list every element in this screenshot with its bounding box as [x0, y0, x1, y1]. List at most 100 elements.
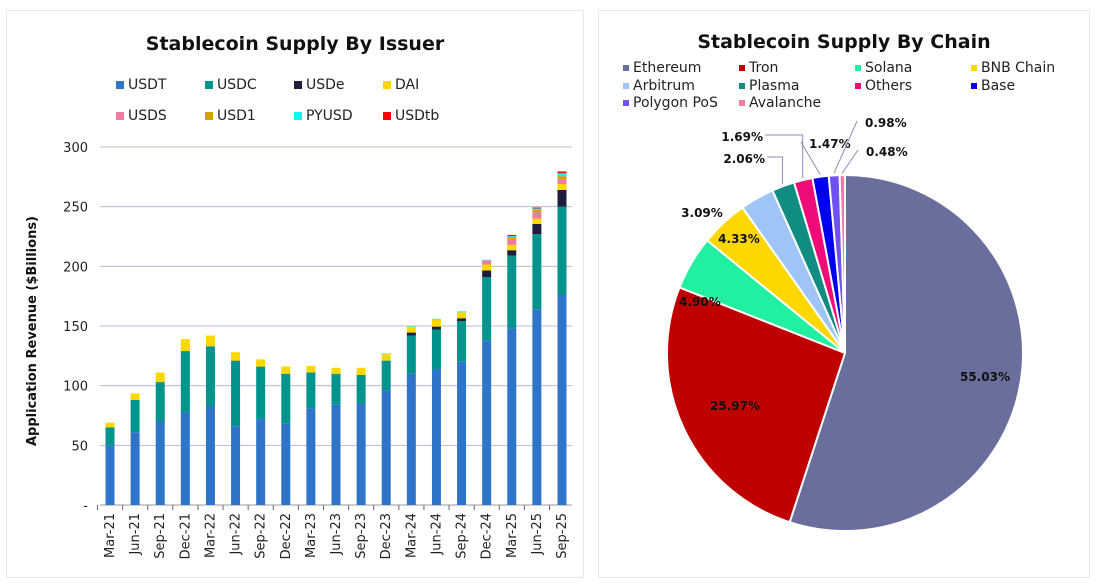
- x-tick-label: Sep-23: [354, 513, 369, 559]
- legend-swatch: [294, 81, 302, 89]
- bar-dai: [306, 365, 316, 373]
- bar-dai: [130, 393, 140, 400]
- pie-data-label: 1.47%: [809, 137, 851, 151]
- bar-usdt: [431, 368, 441, 505]
- bar-usdc: [431, 329, 441, 369]
- legend-label: DAI: [395, 77, 420, 93]
- legend-swatch: [855, 82, 861, 89]
- legend-swatch: [739, 65, 745, 71]
- bar-usdt: [281, 423, 291, 505]
- bar-dai: [231, 352, 241, 361]
- bar-usdc: [256, 366, 266, 420]
- bar-pyusd: [431, 318, 441, 320]
- pie-slice-avalanche: [838, 173, 846, 354]
- bar-dai: [381, 354, 391, 361]
- legend-item: Tron: [739, 60, 778, 76]
- bar-usdt: [507, 328, 517, 505]
- bar-dai: [180, 339, 190, 352]
- pie-data-label: 55.03%: [960, 370, 1010, 384]
- bar-usdt: [557, 294, 567, 505]
- bar-usdt: [105, 445, 115, 505]
- legend-label: Base: [981, 77, 1016, 94]
- legend-label: USDe: [306, 77, 345, 93]
- legend-label: USDtb: [395, 108, 440, 124]
- pie-data-label: 25.97%: [710, 399, 760, 413]
- bar-usdt: [406, 373, 416, 505]
- y-tick-label: 150: [63, 320, 88, 335]
- bar-usdt: [457, 361, 467, 505]
- bar-usdc: [532, 234, 542, 310]
- bar-usdtb: [532, 207, 542, 209]
- bar-dai: [557, 183, 567, 190]
- legend-swatch: [623, 65, 629, 71]
- legend-item: DAI: [383, 77, 419, 93]
- bar-usdtb: [557, 171, 567, 174]
- bar-usdt: [331, 404, 341, 505]
- legend-item: Ethereum: [623, 60, 701, 76]
- legend-swatch: [205, 112, 213, 120]
- bar-dai: [406, 326, 416, 333]
- bar-pyusd: [532, 208, 542, 210]
- legend-item: USDS: [116, 108, 167, 124]
- x-tick-label: Mar-21: [103, 513, 118, 558]
- x-tick-label: Dec-24: [480, 513, 495, 559]
- bar-usdc: [457, 321, 467, 362]
- legend-item: USDC: [205, 77, 257, 93]
- bar-dai: [155, 372, 165, 383]
- bar-usdc: [381, 360, 391, 391]
- bar-usdc: [507, 255, 517, 329]
- legend-item: Avalanche: [739, 95, 821, 111]
- bar-usdc: [557, 206, 567, 295]
- x-tick-label: Sep-24: [455, 513, 470, 559]
- legend-label: Tron: [749, 60, 779, 76]
- bar-usdc: [331, 373, 341, 405]
- bar-usdtb: [507, 234, 517, 237]
- bar-usde: [557, 189, 567, 207]
- pie-data-label: 0.48%: [866, 145, 908, 159]
- bar-usd1: [557, 176, 567, 180]
- legend-label: Ethereum: [633, 60, 702, 76]
- bar-dai: [205, 335, 215, 347]
- legend-swatch: [116, 112, 124, 120]
- bar-usdc: [205, 346, 215, 406]
- legend-swatch: [116, 81, 124, 89]
- y-tick-label: 100: [63, 380, 88, 395]
- bar-dai: [532, 218, 542, 224]
- y-axis-label: Application Revenue ($Billions): [25, 216, 40, 446]
- pie-slice-tron: [666, 286, 847, 524]
- bar-usds: [532, 212, 542, 219]
- y-tick-label: 250: [63, 201, 88, 216]
- chain-chart-title: Stablecoin Supply By Chain: [697, 31, 991, 53]
- bar-usd1: [507, 237, 517, 239]
- legend-item: PYUSD: [294, 108, 353, 124]
- bar-usd1: [532, 209, 542, 213]
- bar-dai: [331, 367, 341, 374]
- bar-usde: [406, 332, 416, 336]
- legend-label: Arbitrum: [633, 77, 695, 94]
- bar-usds: [557, 179, 567, 184]
- legend-item: Others: [855, 78, 912, 94]
- issuer-chart-title: Stablecoin Supply By Issuer: [145, 33, 445, 55]
- pie-data-label: 1.69%: [721, 130, 763, 144]
- bar-dai: [281, 366, 291, 374]
- legend-swatch: [205, 81, 213, 89]
- bar-pyusd: [482, 259, 492, 261]
- legend-label: Avalanche: [749, 95, 822, 111]
- legend-item: Polygon PoS: [623, 95, 718, 111]
- bar-usdc: [356, 374, 366, 404]
- legend-swatch: [623, 100, 629, 106]
- legend-swatch: [971, 65, 977, 71]
- x-tick-label: Mar-24: [404, 513, 419, 558]
- bar-usdc: [105, 427, 115, 446]
- y-tick-label: 50: [71, 439, 88, 454]
- y-tick-label: 300: [63, 141, 88, 156]
- legend-swatch: [739, 100, 745, 106]
- x-tick-label: Jun-25: [530, 513, 545, 556]
- bar-dai: [507, 244, 517, 251]
- legend-item: Base: [971, 78, 1015, 94]
- x-tick-label: Jun-22: [229, 513, 244, 556]
- bar-pyusd: [381, 353, 391, 355]
- x-tick-label: Dec-23: [379, 513, 394, 559]
- bar-usdt: [155, 421, 165, 505]
